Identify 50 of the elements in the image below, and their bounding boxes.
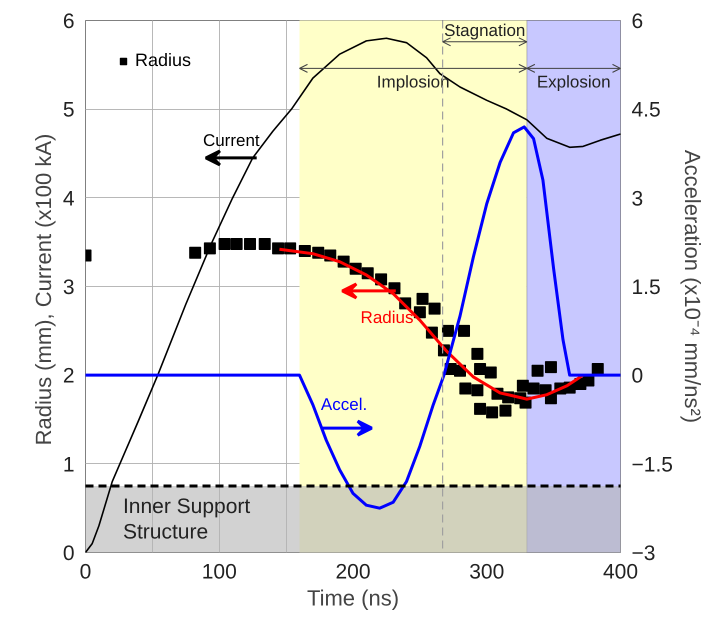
- x-tick-label: 300: [469, 560, 504, 584]
- point: [499, 404, 512, 417]
- x-tick-label: 200: [335, 560, 371, 584]
- y-tick-label: 6: [62, 10, 75, 33]
- y-tick-label: 1: [62, 453, 75, 476]
- y-tick-label: 4: [62, 187, 75, 210]
- series-label: Current: [202, 130, 260, 150]
- legend-label: Radius: [135, 50, 192, 71]
- y2-axis-title: Acceleration (x10⁻⁴ mm/ns²): [680, 150, 705, 424]
- y2-tick-label: −1.5: [632, 453, 673, 476]
- point: [218, 238, 231, 250]
- y2-tick-label: 6: [632, 10, 644, 33]
- band-label: Inner Support Structure: [122, 495, 250, 544]
- y-axis-title: Radius (mm), Current (x100 kA): [30, 134, 56, 446]
- point: [258, 238, 271, 250]
- y-tick-label: 0: [62, 542, 75, 565]
- point: [414, 306, 426, 318]
- point: [516, 380, 529, 392]
- point: [458, 324, 470, 337]
- x-tick-label: 0: [80, 560, 92, 584]
- series-label: Accel.: [320, 395, 368, 414]
- point: [486, 406, 498, 418]
- y2-tick-label: 1.5: [632, 276, 661, 299]
- point: [544, 361, 557, 374]
- x-axis-title: Time (ns): [306, 586, 400, 610]
- band-label: Implosion: [376, 72, 450, 92]
- x-tick-label: 100: [202, 560, 237, 584]
- y-tick-label: 5: [62, 98, 75, 122]
- y2-tick-label: 0: [632, 364, 644, 388]
- point: [474, 362, 486, 375]
- point: [428, 302, 441, 315]
- point: [471, 348, 484, 360]
- point: [230, 238, 243, 250]
- point: [528, 382, 540, 394]
- y-tick-label: 2: [62, 364, 75, 388]
- point: [442, 324, 454, 337]
- point: [459, 382, 472, 394]
- y2-tick-label: 3: [632, 187, 644, 210]
- y2-tick-label: 4.5: [632, 98, 661, 122]
- point: [484, 366, 497, 379]
- band-label: Explosion: [536, 72, 611, 92]
- point: [471, 384, 484, 396]
- point: [474, 402, 486, 415]
- point: [416, 292, 429, 305]
- ref-line-label: Stagnation: [444, 20, 526, 40]
- y-tick-label: 3: [62, 276, 75, 299]
- point: [189, 246, 202, 259]
- point: [532, 364, 544, 377]
- series-label: Radius: [360, 308, 414, 328]
- point: [244, 238, 256, 250]
